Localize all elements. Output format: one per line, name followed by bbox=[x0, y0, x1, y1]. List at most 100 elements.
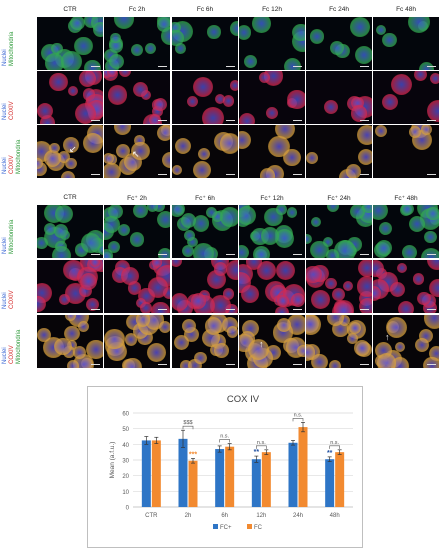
row-label: Nuclei COXIV bbox=[2, 101, 16, 120]
cell-blob bbox=[287, 89, 305, 110]
cell-blob bbox=[412, 273, 425, 285]
row-label-text: Nuclei bbox=[2, 347, 8, 364]
cell-blob bbox=[74, 36, 94, 56]
cell-blob bbox=[104, 248, 114, 258]
cell-blob bbox=[274, 228, 294, 249]
scale-bar bbox=[226, 120, 235, 121]
cell-blob bbox=[394, 341, 405, 352]
cell-blob bbox=[374, 125, 387, 138]
row-label-text: Mitochondria bbox=[16, 139, 22, 174]
row-label-text: Nuclei bbox=[2, 292, 8, 309]
cell-blob bbox=[248, 338, 270, 360]
cell-blob bbox=[181, 245, 194, 258]
cell-blob bbox=[306, 315, 321, 335]
cell-blob bbox=[275, 125, 296, 140]
cell-blob bbox=[146, 205, 159, 212]
cell-blob bbox=[426, 100, 439, 123]
cell-blob bbox=[276, 294, 290, 307]
cell-blob bbox=[175, 43, 186, 54]
cell-blob bbox=[292, 23, 305, 42]
bar-fc-ctr bbox=[141, 440, 151, 507]
row-label-text: COXIV bbox=[9, 290, 15, 309]
cell-blob bbox=[86, 339, 103, 359]
micrograph-tile bbox=[104, 17, 170, 70]
micrograph-tile bbox=[373, 125, 439, 178]
cell-blob bbox=[152, 106, 164, 118]
micrograph-tile: ↑ bbox=[373, 315, 439, 368]
cell-blob bbox=[333, 240, 356, 258]
cell-blob bbox=[181, 318, 196, 333]
cell-blob bbox=[181, 212, 197, 228]
cell-blob bbox=[214, 94, 225, 105]
cell-blob bbox=[122, 357, 142, 368]
micrograph-tile bbox=[239, 71, 305, 124]
cell-blob bbox=[332, 288, 346, 302]
cell-blob bbox=[119, 71, 132, 78]
cell-blob bbox=[175, 137, 192, 154]
cell-blob bbox=[104, 328, 125, 350]
cell-blob bbox=[65, 157, 77, 170]
cell-blob bbox=[64, 315, 76, 322]
cell-blob bbox=[108, 205, 124, 219]
cell-blob bbox=[139, 301, 153, 313]
cell-blob bbox=[342, 280, 354, 292]
cell-blob bbox=[326, 248, 340, 258]
bar-fc-2h bbox=[178, 438, 188, 507]
scale-bar bbox=[427, 174, 436, 175]
row-label-text: Nuclei bbox=[2, 237, 8, 254]
cell-blob bbox=[106, 71, 118, 78]
cell-blob bbox=[306, 152, 318, 164]
column-label: Fc⁺ 2h bbox=[127, 195, 147, 202]
cell-blob bbox=[117, 223, 131, 236]
micrograph-tile bbox=[104, 71, 170, 124]
cell-blob bbox=[309, 29, 324, 44]
micrograph-tile bbox=[373, 260, 439, 313]
cell-blob bbox=[311, 290, 330, 309]
x-tick-label: 12h bbox=[256, 513, 266, 519]
cell-blob bbox=[346, 332, 359, 345]
cell-blob bbox=[39, 115, 55, 124]
cell-blob bbox=[265, 106, 278, 119]
cell-blob bbox=[421, 125, 432, 135]
micrograph-tile bbox=[306, 315, 372, 368]
cell-blob bbox=[239, 113, 256, 124]
cell-blob bbox=[159, 321, 170, 334]
micrograph-tile bbox=[373, 71, 439, 124]
y-tick-label: 60 bbox=[122, 412, 129, 418]
cell-blob bbox=[113, 17, 135, 29]
significance-label: $$$ bbox=[183, 420, 192, 426]
cell-blob bbox=[276, 317, 291, 332]
cell-blob bbox=[339, 315, 350, 326]
scale-bar bbox=[226, 174, 235, 175]
micrograph-tile bbox=[172, 125, 238, 178]
cell-blob bbox=[211, 210, 223, 222]
scale-bar bbox=[360, 254, 369, 255]
scale-bar bbox=[158, 66, 167, 67]
cell-blob bbox=[376, 24, 387, 35]
cell-blob bbox=[323, 237, 334, 248]
cell-blob bbox=[204, 317, 223, 335]
row-label-text: Mitochondria bbox=[16, 329, 22, 364]
cell-blob bbox=[54, 337, 72, 356]
cell-blob bbox=[147, 277, 168, 298]
cell-blob bbox=[350, 105, 368, 122]
cell-blob bbox=[357, 125, 372, 146]
scale-bar bbox=[158, 364, 167, 365]
scale-bar bbox=[360, 309, 369, 310]
cell-blob bbox=[349, 205, 366, 220]
significance-label: n.s. bbox=[257, 440, 266, 446]
micrograph-tile bbox=[373, 17, 439, 70]
scale-bar bbox=[91, 364, 100, 365]
y-tick-label: 50 bbox=[122, 427, 129, 433]
cell-blob bbox=[85, 297, 99, 312]
row-label: Nuclei Mitochondria bbox=[2, 220, 16, 254]
cell-blob bbox=[428, 278, 439, 298]
cell-blob bbox=[153, 205, 166, 213]
cell-blob bbox=[224, 303, 238, 313]
cell-blob bbox=[240, 284, 259, 303]
cell-blob bbox=[133, 82, 149, 98]
cell-blob bbox=[423, 315, 439, 329]
cell-blob bbox=[276, 205, 287, 215]
cell-blob bbox=[107, 85, 128, 105]
cell-blob bbox=[104, 152, 114, 164]
